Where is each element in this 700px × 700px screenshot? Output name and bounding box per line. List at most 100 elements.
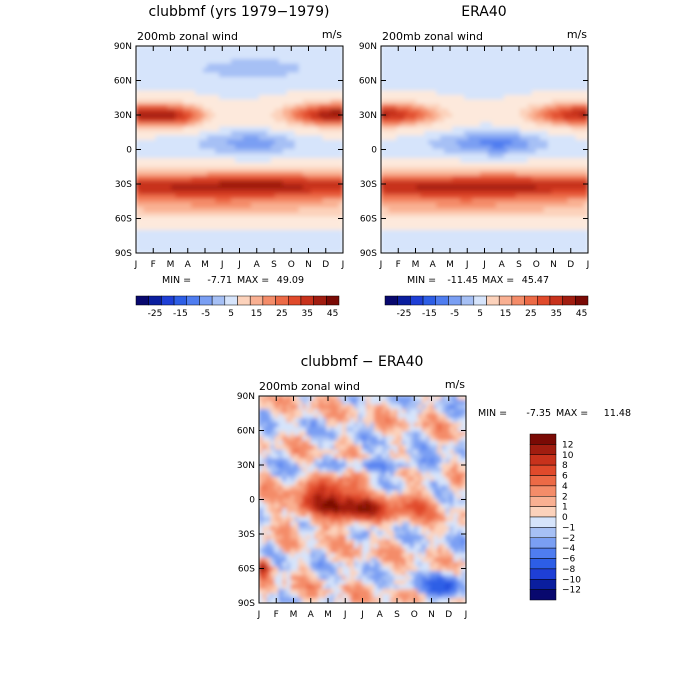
heatmap-cell (519, 104, 525, 110)
heatmap-cell (476, 86, 482, 92)
heatmap-cell (298, 95, 304, 101)
heatmap-cell (543, 162, 549, 168)
heatmap-cell (416, 131, 422, 137)
heatmap-cell (563, 171, 569, 177)
heatmap-cell (143, 185, 149, 191)
heatmap-cell (436, 207, 442, 213)
min-value: -11.45 (447, 275, 478, 286)
heatmap-cell (579, 234, 585, 240)
heatmap-cell (424, 198, 430, 204)
heatmap-cell (195, 90, 201, 96)
heatmap-cell (531, 153, 537, 159)
heatmap-cell (499, 207, 505, 213)
heatmap-cell (535, 144, 541, 150)
heatmap-cell (460, 221, 466, 227)
heatmap-cell (298, 158, 304, 164)
heatmap-cell (499, 81, 505, 87)
heatmap-cell (511, 126, 517, 132)
y-tick-label: 90S (115, 249, 132, 259)
heatmap-cell (322, 50, 328, 56)
heatmap-cell (484, 176, 489, 182)
colorbar-label: 35 (302, 309, 313, 319)
heatmap-cell (294, 144, 300, 150)
heatmap-cell (179, 203, 185, 209)
heatmap-cell (456, 176, 462, 182)
heatmap-cell (555, 68, 561, 74)
heatmap-cell (338, 225, 343, 231)
heatmap-cell (326, 171, 332, 177)
heatmap-cell (579, 176, 585, 182)
heatmap-cell (551, 158, 557, 164)
heatmap-cell (235, 194, 240, 200)
heatmap-cell (294, 158, 300, 164)
heatmap-cell (136, 248, 141, 253)
heatmap-cell (480, 167, 485, 173)
heatmap-cell (294, 54, 300, 60)
heatmap-cell (286, 243, 292, 249)
heatmap-cell (412, 90, 418, 96)
heatmap-cell (428, 212, 434, 218)
heatmap-cell (167, 207, 173, 213)
heatmap-cell (539, 194, 545, 200)
heatmap-cell (326, 50, 332, 56)
heatmap-cell (274, 99, 280, 105)
heatmap-cell (310, 99, 316, 105)
heatmap-cell (227, 140, 233, 146)
heatmap-cell (215, 216, 221, 222)
heatmap-cell (535, 113, 541, 119)
heatmap-cell (392, 167, 398, 173)
heatmap-cell (187, 108, 193, 114)
heatmap-cell (322, 248, 328, 253)
heatmap-cell (147, 86, 153, 92)
heatmap-cell (306, 68, 312, 74)
heatmap-cell (543, 185, 549, 191)
heatmap-cell (171, 95, 177, 101)
heatmap-cell (207, 54, 213, 60)
heatmap-cell (262, 239, 268, 245)
heatmap-cell (432, 131, 438, 137)
heatmap-cell (334, 149, 340, 155)
heatmap-cell (472, 95, 478, 101)
heatmap-cell (527, 113, 533, 119)
heatmap-cell (392, 104, 398, 110)
heatmap-cell (310, 135, 316, 141)
heatmap-cell (191, 212, 197, 218)
heatmap-cell (163, 158, 169, 164)
heatmap-cell (523, 180, 529, 186)
heatmap-cell (468, 203, 474, 209)
heatmap-cell (239, 77, 244, 83)
heatmap-cell (531, 212, 537, 218)
heatmap-cell (448, 158, 454, 164)
heatmap-cell (242, 167, 248, 173)
heatmap-cell (235, 216, 240, 222)
heatmap-cell (448, 140, 454, 146)
heatmap-cell (139, 171, 145, 177)
heatmap-cell (396, 90, 402, 96)
heatmap-cell (416, 239, 422, 245)
heatmap-cell (211, 203, 217, 209)
heatmap-cell (294, 99, 300, 105)
heatmap-cell (567, 234, 573, 240)
heatmap-cell (384, 230, 390, 236)
heatmap-cell (258, 144, 264, 150)
heatmap-cell (286, 144, 292, 150)
heatmap-cell (381, 216, 386, 222)
heatmap-cell (250, 81, 256, 87)
heatmap-cell (424, 203, 430, 209)
heatmap-cell (330, 212, 336, 218)
heatmap-cell (388, 230, 394, 236)
heatmap-cell (547, 99, 553, 105)
heatmap-cell (302, 194, 308, 200)
heatmap-cell (215, 162, 221, 168)
heatmap-cell (258, 207, 264, 213)
heatmap-cell (338, 81, 343, 87)
heatmap-cell (314, 153, 320, 159)
heatmap-cell (428, 140, 434, 146)
heatmap-cell (487, 140, 493, 146)
heatmap-cell (531, 158, 537, 164)
heatmap-cell (579, 77, 585, 83)
heatmap-cell (480, 68, 485, 74)
heatmap-cell (499, 77, 505, 83)
heatmap-cell (527, 86, 533, 92)
heatmap-cell (388, 63, 394, 69)
